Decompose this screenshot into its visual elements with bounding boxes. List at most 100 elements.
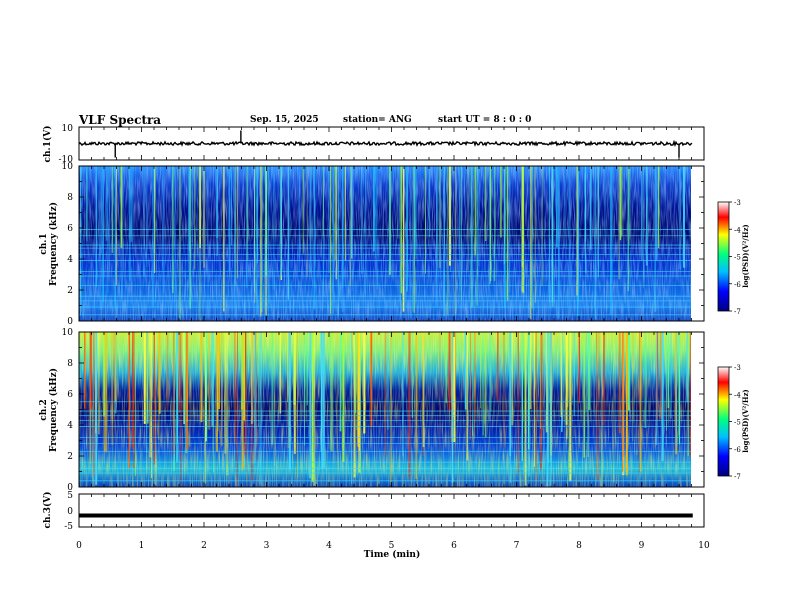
sferic-streak <box>273 166 275 290</box>
ch2-spectrogram-ylabel2: Frequency (kHz) <box>48 368 59 452</box>
sferic-streak <box>287 332 290 449</box>
sferic-streak <box>656 332 659 420</box>
sferic-streak <box>665 332 668 431</box>
sferic-streak <box>489 166 491 285</box>
sferic-streak <box>531 166 533 309</box>
colorbar-tick-label: -4 <box>734 391 741 399</box>
x-tick-label: 5 <box>389 541 395 551</box>
sferic-streak <box>334 166 337 260</box>
sferic-streak <box>601 332 603 487</box>
sferic-streak <box>287 332 288 403</box>
sferic-streak <box>105 166 108 241</box>
sferic-streak <box>384 332 387 455</box>
sferic-streak <box>585 332 587 410</box>
sferic-streak <box>509 166 511 293</box>
sferic-streak <box>415 332 418 480</box>
sferic-streak <box>331 332 334 452</box>
ch1-spectrogram-ylabel1: ch.1 <box>39 233 49 254</box>
sferic-streak <box>657 166 660 249</box>
sferic-streak <box>344 166 346 261</box>
sferic-streak <box>558 166 560 319</box>
sferic-streak <box>533 332 535 467</box>
sferic-streak <box>223 166 225 312</box>
sferic-streak <box>293 332 296 454</box>
date-label: Sep. 15, 2025 <box>250 115 319 125</box>
x-tick-label: 4 <box>326 541 332 551</box>
sferic-streak <box>302 166 305 254</box>
sferic-streak <box>503 166 505 264</box>
x-tick-label: 3 <box>264 541 270 551</box>
sferic-streak <box>543 332 545 468</box>
sferic-streak <box>329 332 331 451</box>
sferic-streak <box>146 332 148 453</box>
sferic-streak <box>655 166 658 261</box>
sferic-streak <box>686 332 689 403</box>
sferic-streak <box>351 332 353 477</box>
sferic-streak <box>288 332 291 470</box>
sferic-streak <box>89 332 91 464</box>
sferic-streak <box>179 166 181 320</box>
sferic-streak <box>528 332 531 477</box>
sferic-streak <box>613 332 615 483</box>
sferic-streak <box>208 332 211 430</box>
ch1-ytick-bottom: -10 <box>59 155 74 165</box>
sferic-streak <box>453 332 456 442</box>
sferic-streak <box>342 332 345 462</box>
sferic-streak <box>254 166 255 303</box>
sferic-streak <box>466 332 469 461</box>
ch3-waveform-panel: 5 0 -5 ch.3(V) 0 1 2 3 4 5 6 7 8 9 10 Time (min) <box>42 491 710 560</box>
sferic-streak <box>84 332 86 409</box>
sferic-streak <box>455 166 457 314</box>
sferic-streak <box>191 166 193 243</box>
sferic-streak <box>351 332 353 484</box>
sferic-streak <box>447 166 449 316</box>
sferic-streak <box>517 332 519 476</box>
sferic-streak <box>299 332 301 469</box>
sferic-streak <box>636 332 638 456</box>
x-tick-label: 1 <box>139 541 145 551</box>
sferic-streak <box>166 332 169 412</box>
sferic-streak <box>309 332 312 479</box>
sferic-streak <box>632 332 634 412</box>
sferic-streak <box>328 166 330 274</box>
sferic-streak <box>95 332 98 485</box>
sferic-streak <box>226 332 229 476</box>
sferic-streak <box>644 332 647 428</box>
sferic-streak <box>86 166 88 242</box>
sferic-streak <box>155 332 157 486</box>
sferic-streak <box>143 166 145 277</box>
sferic-streak <box>534 166 536 303</box>
ch2-colorbar <box>717 366 730 477</box>
ch2-spectrogram-ylabel1: ch.2 <box>39 399 49 420</box>
sferic-streak <box>480 332 482 409</box>
sferic-streak <box>178 332 181 413</box>
sferic-streak <box>135 332 136 476</box>
sferic-streak <box>474 332 476 424</box>
sferic-streak <box>113 332 115 430</box>
sferic-streak <box>271 332 274 445</box>
ch1-spectrogram-ylabel2: Frequency (kHz) <box>48 202 59 286</box>
sferic-streak <box>111 332 113 445</box>
sferic-streak <box>583 332 586 458</box>
sferic-streak <box>218 332 220 410</box>
sferic-streak <box>527 332 530 450</box>
sferic-streak <box>563 166 565 249</box>
sferic-streak <box>115 166 117 286</box>
sferic-streak <box>341 166 344 288</box>
x-tick-label: 0 <box>76 541 82 551</box>
sferic-streak <box>535 332 537 483</box>
sferic-streak <box>103 332 105 417</box>
ch3-waveform-ylabel: ch.3(V) <box>42 492 53 529</box>
sferic-streak <box>521 332 524 462</box>
ch2-colorbar-ticks: -3 -4 -5 -6 -7 <box>729 364 741 481</box>
sferic-streak <box>92 332 94 482</box>
sferic-streak <box>490 166 492 282</box>
sferic-streak <box>375 166 377 259</box>
sferic-streak <box>337 166 339 302</box>
sferic-streak <box>183 332 185 425</box>
sferic-streak <box>158 332 160 440</box>
sferic-streak <box>448 332 451 411</box>
sferic-streak <box>129 166 131 281</box>
sferic-streak <box>146 166 148 268</box>
sferic-streak <box>551 166 554 302</box>
